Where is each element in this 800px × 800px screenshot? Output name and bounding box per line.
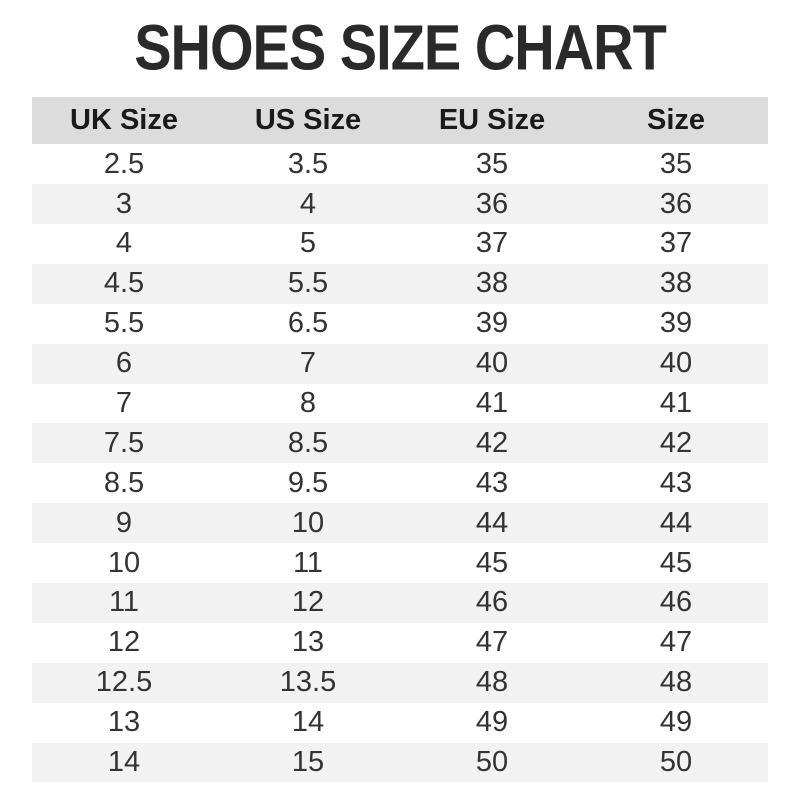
table-cell: 47 — [475, 626, 509, 659]
table-cell: 36 — [584, 184, 768, 224]
table-cell: 44 — [400, 503, 584, 544]
table-cell: 5.5 — [103, 307, 145, 340]
table-cell: 46 — [400, 582, 584, 623]
table-row: 4.5 5.5 38 38 — [32, 263, 768, 304]
page-title: SHOES SIZE CHART — [134, 11, 667, 84]
table-cell: 46 — [584, 582, 768, 623]
table-cell: 12.5 — [32, 662, 216, 703]
table-cell: 48 — [400, 662, 584, 703]
table-cell: 47 — [659, 626, 693, 659]
table-cell: 42 — [400, 423, 584, 464]
table-cell: 9 — [32, 503, 216, 544]
table-cell: 8.5 — [216, 423, 400, 464]
table-cell: 8 — [299, 386, 317, 419]
table-cell: 11 — [292, 546, 324, 579]
table-cell: 37 — [659, 227, 693, 260]
table-row: 8.5 9.5 43 43 — [32, 463, 768, 503]
table-row: 3 4 36 36 — [32, 184, 768, 224]
table-cell: 49 — [475, 706, 509, 739]
table-row: 12 13 47 47 — [32, 623, 768, 663]
table-cell: 14 — [32, 742, 216, 783]
table-cell: 11 — [32, 582, 216, 623]
table-cell: 7 — [216, 343, 400, 384]
table-cell: 39 — [659, 307, 693, 340]
table-cell: 6.5 — [287, 307, 329, 340]
column-header-us-size: US Size — [216, 97, 400, 145]
table-cell: 41 — [659, 386, 693, 419]
table-cell: 50 — [400, 742, 584, 783]
table-cell: 8.5 — [103, 466, 145, 499]
table-cell: 7.5 — [32, 423, 216, 464]
table-cell: 40 — [584, 343, 768, 384]
column-header-uk-size: UK Size — [32, 97, 216, 145]
table-row: 4 5 37 37 — [32, 224, 768, 264]
column-header-size: Size — [584, 97, 768, 145]
table-cell: 5.5 — [216, 263, 400, 304]
table-row: 2.5 3.5 35 35 — [32, 144, 768, 184]
table-body: 2.5 3.5 35 35 3 4 36 36 4 5 37 37 4.5 5.5 38 38 5.5 6.5 39… — [32, 144, 768, 783]
table-cell: 13 — [107, 706, 141, 739]
table-row: 13 14 49 49 — [32, 703, 768, 743]
table-cell: 10 — [216, 503, 400, 544]
table-cell: 38 — [584, 263, 768, 304]
table-cell: 50 — [584, 742, 768, 783]
table-row: 7 8 41 41 — [32, 384, 768, 424]
table-cell: 49 — [659, 706, 693, 739]
table-cell: 40 — [400, 343, 584, 384]
table-cell: 35 — [475, 147, 509, 180]
table-cell: 13 — [291, 626, 325, 659]
table-cell: 37 — [475, 227, 509, 260]
table-row: 14 15 50 50 — [32, 742, 768, 783]
table-row: 5.5 6.5 39 39 — [32, 304, 768, 344]
table-cell: 10 — [107, 546, 141, 579]
table-cell: 39 — [475, 307, 509, 340]
header-row: UK Size US Size EU Size Size — [32, 97, 768, 145]
table-cell: 14 — [291, 706, 325, 739]
table-row: 12.5 13.5 48 48 — [32, 662, 768, 703]
table-row: 10 11 45 45 — [32, 543, 768, 583]
table-row: 11 12 46 46 — [32, 582, 768, 623]
table-cell: 44 — [584, 503, 768, 544]
table-row: 6 7 40 40 — [32, 343, 768, 384]
table-cell: 6 — [32, 343, 216, 384]
table-row: 9 10 44 44 — [32, 503, 768, 544]
table-cell: 5 — [299, 227, 317, 260]
table-cell: 7 — [115, 386, 133, 419]
table-cell: 3.5 — [287, 147, 329, 180]
table-cell: 12 — [107, 626, 141, 659]
table-cell: 41 — [475, 386, 509, 419]
table-cell: 15 — [216, 742, 400, 783]
column-header-eu-size: EU Size — [400, 97, 584, 145]
table-cell: 42 — [584, 423, 768, 464]
table-cell: 2.5 — [103, 147, 145, 180]
table-cell: 43 — [659, 466, 693, 499]
table-cell: 43 — [475, 466, 509, 499]
table-cell: 4 — [216, 184, 400, 224]
table-cell: 4.5 — [32, 263, 216, 304]
table-row: 7.5 8.5 42 42 — [32, 423, 768, 464]
table-cell: 4 — [115, 227, 133, 260]
table-cell: 9.5 — [287, 466, 329, 499]
table-cell: 45 — [659, 546, 693, 579]
table-cell: 13.5 — [216, 662, 400, 703]
table-header: UK Size US Size EU Size Size — [32, 97, 768, 145]
size-chart-page: SHOES SIZE CHART UK Size US Size EU Size Si… — [0, 12, 800, 800]
table-cell: 48 — [584, 662, 768, 703]
table-cell: 3 — [32, 184, 216, 224]
size-chart-table: UK Size US Size EU Size Size 2.5 3.5 35 35 3 4 36… — [32, 97, 768, 783]
table-cell: 45 — [475, 546, 509, 579]
table-cell: 12 — [216, 582, 400, 623]
table-cell: 36 — [400, 184, 584, 224]
table-cell: 35 — [659, 147, 693, 180]
table-cell: 38 — [400, 263, 584, 304]
